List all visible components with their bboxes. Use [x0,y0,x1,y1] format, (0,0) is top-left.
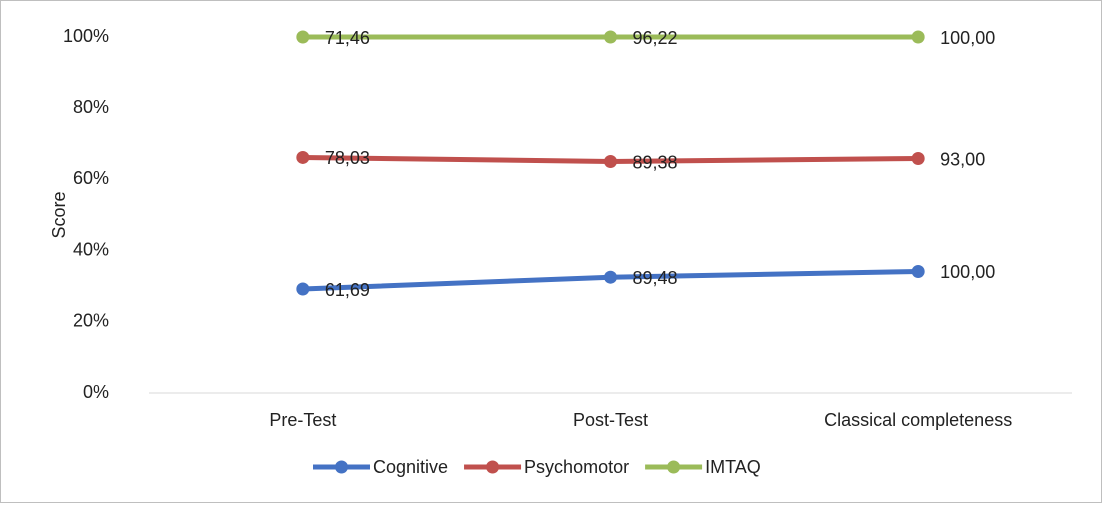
y-tick-label: 0% [83,382,109,402]
y-tick-label: 100% [63,26,109,46]
y-tick-label: 40% [73,239,109,259]
data-label: 78,03 [325,148,370,168]
data-label: 71,46 [325,28,370,48]
x-tick-label: Classical completeness [824,410,1012,430]
data-point [911,30,925,44]
data-label: 100,00 [940,262,995,282]
legend-label: Cognitive [373,457,448,477]
legend-label: Psychomotor [524,457,629,477]
legend-marker [335,460,348,474]
y-tick-label: 20% [73,311,109,331]
data-label: 61,69 [325,280,370,300]
data-label: 89,38 [633,152,678,172]
data-point [604,270,617,284]
data-point [911,264,925,278]
data-point [604,155,617,169]
data-label: 93,00 [940,149,985,169]
data-point [296,30,310,44]
data-label: 100,00 [940,28,995,48]
legend-marker [667,460,681,474]
x-tick-label: Post-Test [573,410,648,430]
y-tick-label: 60% [73,168,109,188]
y-tick-label: 80% [73,97,109,117]
data-point [604,30,617,44]
data-point [911,152,925,166]
data-point [296,150,310,164]
data-label: 96,22 [633,28,678,48]
data-label: 89,48 [633,268,678,288]
legend-marker [486,460,500,474]
x-tick-label: Pre-Test [269,410,336,430]
y-axis-label: Score [49,191,69,238]
data-point [296,282,310,296]
legend-label: IMTAQ [705,457,761,477]
